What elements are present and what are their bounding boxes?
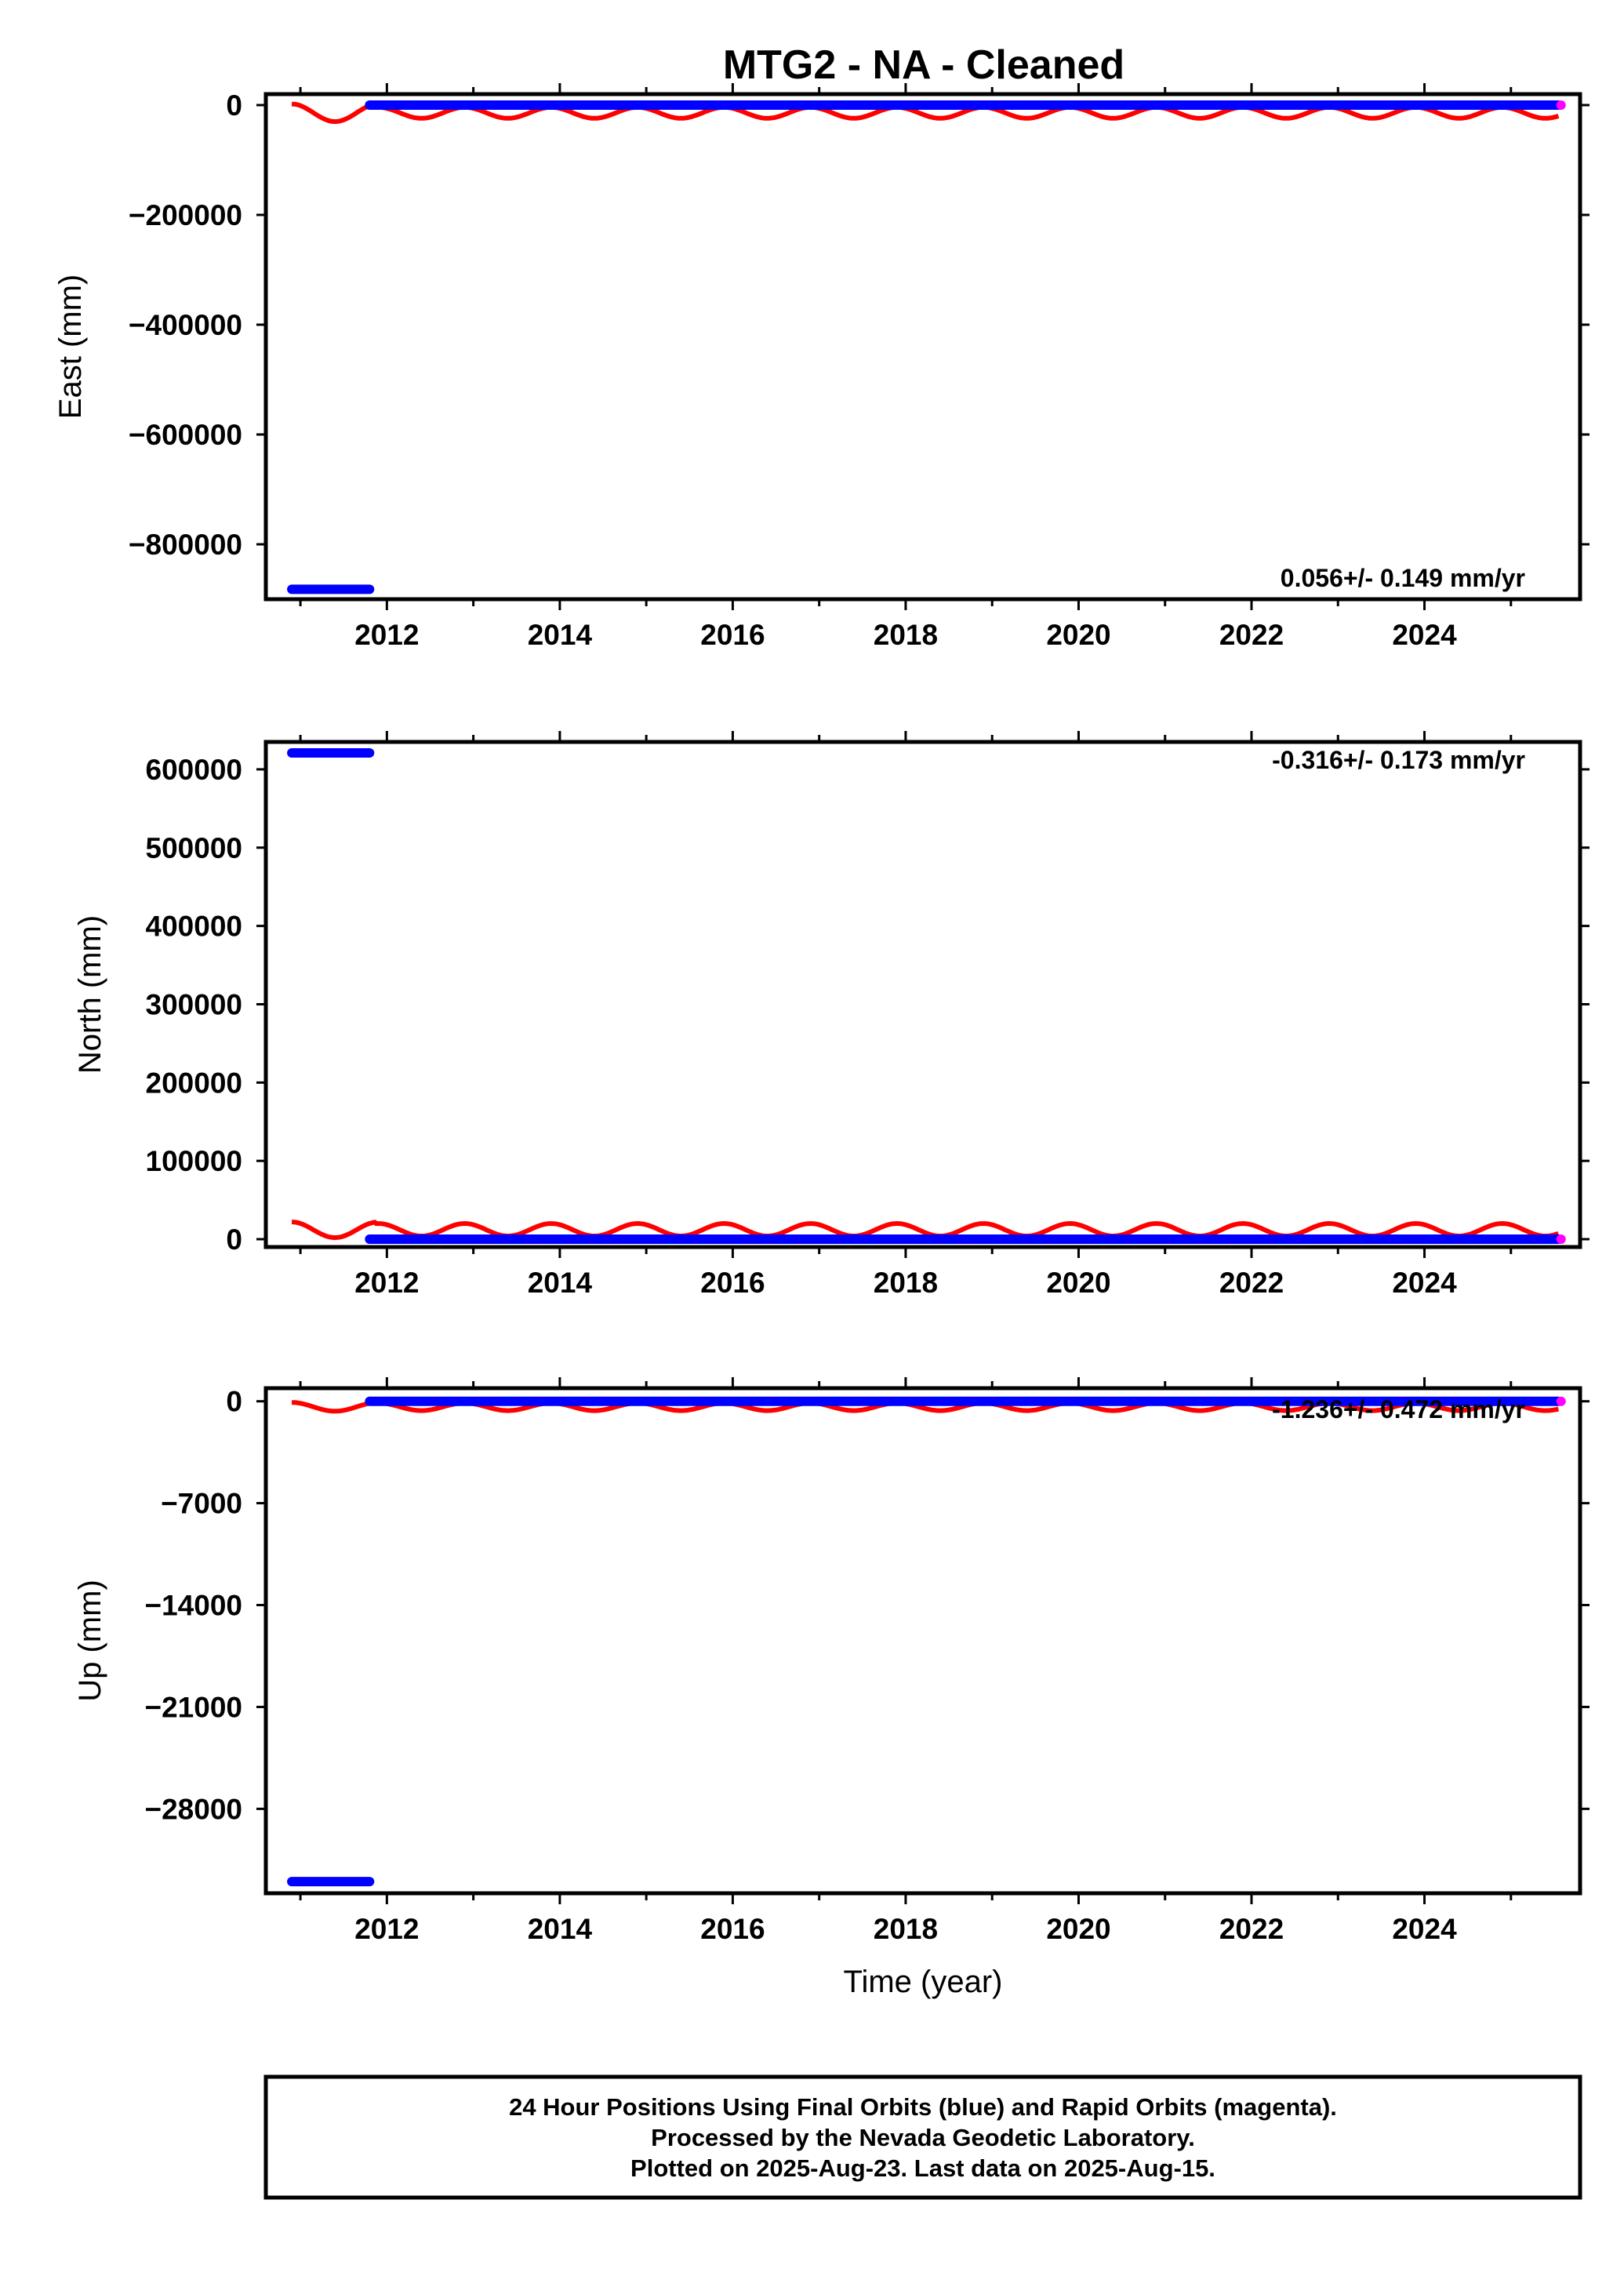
x-tick-label: 2012 — [354, 1913, 419, 1945]
x-tick-label: 2022 — [1219, 1913, 1284, 1945]
x-tick-label: 2018 — [874, 1913, 938, 1945]
x-tick-label: 2014 — [528, 1267, 593, 1299]
east-panel: East (mm) 0.056+/- 0.149 mm/yr 0 −200000 −… — [53, 83, 1589, 651]
x-tick-label: 2024 — [1392, 1913, 1457, 1945]
north-panel: North (mm) -0.316+/- 0.173 mm/yr 600000 5… — [73, 731, 1589, 1299]
footer-box: 24 Hour Positions Using Final Orbits (bl… — [263, 2074, 1582, 2200]
footer-frame — [263, 2074, 1582, 2200]
x-tick-label: 2020 — [1046, 1913, 1110, 1945]
y-axis-label: North (mm) — [73, 915, 107, 1074]
y-tick-label: −7000 — [161, 1488, 242, 1520]
y-tick-label: 0 — [226, 1386, 242, 1418]
rapid-orbit-point — [1556, 1396, 1566, 1406]
y-tick-label: −21000 — [145, 1691, 243, 1723]
x-axis-label: Time (year) — [844, 1965, 1003, 1999]
x-tick-label: 2016 — [700, 1913, 765, 1945]
plot-layer — [287, 1396, 1566, 1887]
model-curve — [291, 101, 1560, 124]
x-tick-label: 2012 — [354, 1267, 419, 1299]
rate-annotation: -0.316+/- 0.173 mm/yr — [1272, 746, 1525, 774]
x-tick-label: 2012 — [354, 619, 419, 651]
y-tick-label: 0 — [226, 89, 242, 122]
y-tick-label: 500000 — [146, 832, 242, 864]
x-tick-label: 2018 — [874, 619, 938, 651]
y-tick-label: −28000 — [145, 1793, 243, 1825]
rapid-orbit-point — [1556, 100, 1566, 110]
footer-line-1: 24 Hour Positions Using Final Orbits (bl… — [509, 2093, 1337, 2121]
plot-layer — [287, 747, 1566, 1245]
rapid-orbit-point — [1556, 1234, 1566, 1245]
y-tick-label: 600000 — [146, 754, 242, 786]
x-tick-label: 2022 — [1219, 619, 1284, 651]
y-tick-label: −200000 — [129, 199, 242, 231]
x-tick-label: 2022 — [1219, 1267, 1284, 1299]
x-tick-label: 2018 — [874, 1267, 938, 1299]
y-tick-label: 200000 — [146, 1067, 242, 1099]
plot-frame — [263, 1386, 1582, 1896]
plot-frame — [263, 92, 1582, 602]
x-tick-label: 2020 — [1046, 619, 1110, 651]
y-tick-label: 100000 — [146, 1145, 242, 1177]
plot-layer — [287, 100, 1566, 594]
up-panel: Up (mm) -1.236+/- 0.472 mm/yr 0 −7000 −140… — [73, 1377, 1589, 1945]
y-tick-label: 0 — [226, 1223, 242, 1256]
chart-title: MTG2 - NA - Cleaned — [723, 42, 1124, 88]
x-tick-label: 2016 — [700, 619, 765, 651]
x-tick-label: 2014 — [528, 619, 593, 651]
footer-line-3: Plotted on 2025-Aug-23. Last data on 202… — [630, 2154, 1215, 2182]
footer-line-2: Processed by the Nevada Geodetic Laborat… — [651, 2124, 1195, 2151]
y-tick-label: −800000 — [129, 529, 242, 561]
y-tick-label: −400000 — [129, 309, 242, 341]
y-tick-label: 300000 — [146, 988, 242, 1020]
x-tick-label: 2024 — [1392, 1267, 1457, 1299]
x-tick-label: 2016 — [700, 1267, 765, 1299]
y-tick-label: 400000 — [146, 911, 242, 943]
x-tick-label: 2024 — [1392, 619, 1457, 651]
x-tick-label: 2020 — [1046, 1267, 1110, 1299]
y-tick-label: −600000 — [129, 419, 242, 451]
y-axis-label: Up (mm) — [73, 1580, 107, 1702]
y-axis-label: East (mm) — [53, 275, 88, 419]
plot-frame — [263, 740, 1582, 1249]
y-tick-label: −14000 — [145, 1590, 243, 1622]
x-tick-label: 2014 — [528, 1913, 593, 1945]
rate-annotation: -1.236+/- 0.472 mm/yr — [1272, 1395, 1525, 1423]
rate-annotation: 0.056+/- 0.149 mm/yr — [1281, 564, 1525, 592]
